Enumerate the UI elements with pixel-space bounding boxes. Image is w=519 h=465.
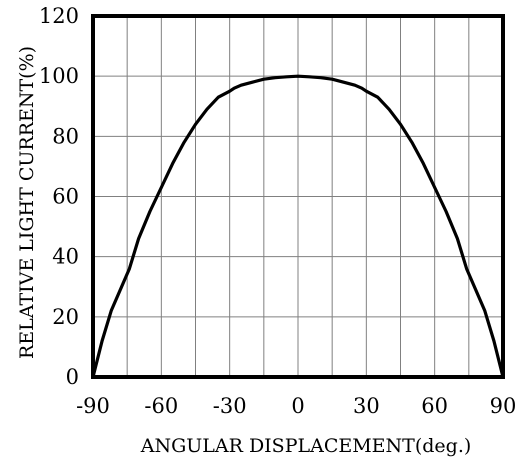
y-tick-label: 0 — [66, 365, 79, 389]
y-axis-label: RELATIVE LIGHT CURRENT(%) — [16, 46, 38, 359]
y-tick-label: 100 — [39, 64, 79, 88]
y-tick-label: 120 — [39, 4, 79, 28]
x-tick-label: -60 — [144, 394, 178, 418]
x-tick-labels: -90 -60 -30 0 30 60 90 — [76, 394, 516, 418]
y-tick-labels: 0 20 40 60 80 100 120 — [39, 4, 79, 389]
x-tick-label: 90 — [490, 394, 517, 418]
x-tick-label: -30 — [213, 394, 247, 418]
x-tick-label: -90 — [76, 394, 110, 418]
x-tick-label: 60 — [421, 394, 448, 418]
y-tick-label: 60 — [52, 185, 79, 209]
series-line — [91, 74, 505, 379]
y-tick-label: 80 — [52, 124, 79, 148]
y-tick-label: 20 — [52, 305, 79, 329]
curve-layer — [91, 74, 505, 379]
x-tick-label: 0 — [291, 394, 304, 418]
x-tick-label: 30 — [353, 394, 380, 418]
x-axis-label: ANGULAR DISPLACEMENT(deg.) — [140, 435, 472, 457]
grid — [93, 16, 503, 377]
y-tick-label: 40 — [52, 245, 79, 269]
plot-frame — [91, 14, 505, 379]
